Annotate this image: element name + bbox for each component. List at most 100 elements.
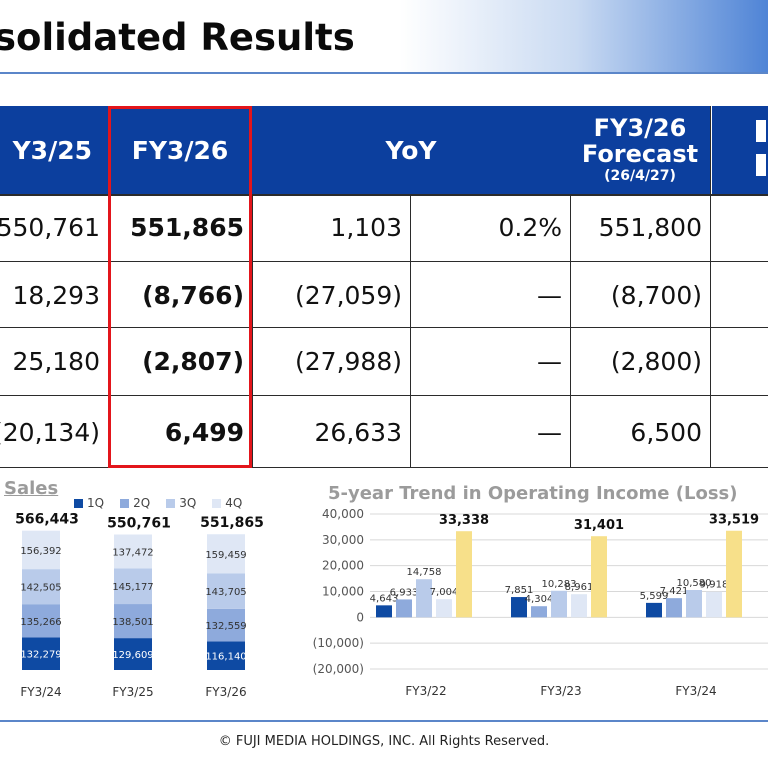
header-extra-glyph <box>756 120 766 142</box>
legend-swatch <box>166 498 176 508</box>
sales-bar-segment <box>22 569 60 605</box>
sales-bar-segment <box>207 573 245 609</box>
sales-segment-label: 138,501 <box>112 617 153 628</box>
sales-bar-segment <box>207 608 245 642</box>
sales-segment-label: 143,705 <box>205 587 246 598</box>
cell-yoy-abs: (27,988) <box>295 346 402 376</box>
y-tick-label: 20,000 <box>322 559 364 573</box>
oi-bar-label: 4,643 <box>370 593 399 604</box>
header-forecast-line1: FY3/26 <box>593 114 687 143</box>
header-forecast: FY3/26 Forecast (26/4/27) <box>570 106 710 194</box>
cell-prev: (20,134) <box>0 417 100 447</box>
cell-yoy-pct: — <box>537 417 562 447</box>
sales-bar-segment <box>114 604 152 639</box>
oi-category-label: FY3/24 <box>675 684 716 698</box>
oi-bar-label: 31,401 <box>574 518 624 533</box>
cell-curr: 551,865 <box>130 212 244 242</box>
sales-chart: 132,279 135,266 142,505 156,392 566,443 FY3/2… <box>15 512 264 699</box>
sales-legend: 1Q 2Q 3Q 4Q <box>74 496 242 510</box>
oi-bar-label: 33,338 <box>439 513 489 528</box>
fy3-26-highlight-box <box>108 106 252 468</box>
copyright-footer: © FUJI MEDIA HOLDINGS, INC. All Rights R… <box>218 734 550 749</box>
col-divider <box>252 194 253 468</box>
oi-bar-label: 7,421 <box>660 586 689 597</box>
y-tick-label: (20,000) <box>313 662 364 676</box>
legend-label: 1Q <box>87 496 105 510</box>
row-divider <box>0 261 768 262</box>
row-divider <box>0 395 768 396</box>
oi-bar <box>666 598 682 618</box>
y-tick-label: (10,000) <box>313 636 364 650</box>
sales-segment-label: 137,472 <box>112 547 153 558</box>
legend-swatch <box>212 498 222 508</box>
cell-yoy-abs: (27,059) <box>295 280 402 310</box>
row-divider <box>0 467 768 468</box>
header-forecast-date: (26/4/27) <box>604 167 676 184</box>
title-divider <box>0 72 768 74</box>
cell-forecast: 6,500 <box>630 417 702 447</box>
legend-swatch <box>120 498 130 508</box>
oi-bar-label: 5,599 <box>640 591 669 602</box>
y-tick-label: 40,000 <box>322 507 364 521</box>
sales-category-label: FY3/26 <box>205 685 246 699</box>
y-tick-label: 10,000 <box>322 585 364 599</box>
sales-total-label: 550,761 <box>107 516 171 532</box>
oi-bar <box>571 594 587 618</box>
sales-bar-segment <box>114 534 152 569</box>
oi-bar-label: 10,580 <box>677 578 712 589</box>
cell-prev: 18,293 <box>12 280 100 310</box>
cell-forecast: 551,800 <box>598 212 702 242</box>
cell-yoy-pct: 0.2% <box>498 212 562 242</box>
cell-yoy-pct: — <box>537 280 562 310</box>
row-divider <box>0 194 768 196</box>
sales-segment-label: 116,140 <box>205 652 246 663</box>
cell-yoy-pct: — <box>537 346 562 376</box>
y-tick-label: 30,000 <box>322 533 364 547</box>
sales-bar-segment <box>207 641 245 670</box>
sales-segment-label: 129,609 <box>112 650 153 661</box>
cell-prev: 550,761 <box>0 212 100 242</box>
header-extra-glyph <box>756 154 766 176</box>
sales-category-label: FY3/25 <box>112 685 153 699</box>
sales-bar-segment <box>22 604 60 638</box>
oi-category-label: FY3/23 <box>540 684 581 698</box>
oi-bar <box>706 591 722 618</box>
oi-bar-label: 6,933 <box>390 587 419 598</box>
col-divider <box>710 106 711 468</box>
oi-bar <box>456 531 472 618</box>
legend-label: 3Q <box>179 496 197 510</box>
sales-bar-segment <box>22 637 60 670</box>
sales-segment-label: 132,279 <box>20 650 61 661</box>
footer-divider <box>0 720 768 722</box>
oi-category-label: FY3/22 <box>405 684 446 698</box>
oi-bar-label: 14,758 <box>407 567 442 578</box>
cell-prev: 25,180 <box>12 346 100 376</box>
col-divider <box>570 194 571 468</box>
y-tick-label: 0 <box>356 610 364 624</box>
cell-curr: (2,807) <box>142 346 244 376</box>
oi-bar-label: 8,961 <box>565 582 594 593</box>
oi-bar <box>646 602 662 618</box>
legend-label: 2Q <box>133 496 151 510</box>
oi-bar <box>726 530 742 618</box>
cell-forecast: (8,700) <box>610 280 702 310</box>
title-band <box>0 0 768 74</box>
sales-segment-label: 145,177 <box>112 582 153 593</box>
sales-bar-segment <box>207 534 245 574</box>
oi-bar-label: 7,004 <box>430 587 459 598</box>
sales-bar-segment <box>22 530 60 570</box>
sales-total-label: 566,443 <box>15 512 79 528</box>
cell-curr: (8,766) <box>142 280 244 310</box>
sales-total-label: 551,865 <box>200 515 264 531</box>
oi-bar <box>591 536 607 618</box>
oi-bar <box>416 579 432 618</box>
oi-bar-label: 9,918 <box>700 580 729 591</box>
sales-chart-title: Sales <box>4 478 59 499</box>
sales-category-label: FY3/24 <box>20 685 61 699</box>
oi-bar <box>436 599 452 618</box>
oi-bar <box>551 590 567 618</box>
header-yoy: YoY <box>252 106 570 194</box>
header-fy3-25: Y3/25 <box>0 106 108 194</box>
sales-segment-label: 159,459 <box>205 550 246 561</box>
oi-bar <box>396 599 412 618</box>
